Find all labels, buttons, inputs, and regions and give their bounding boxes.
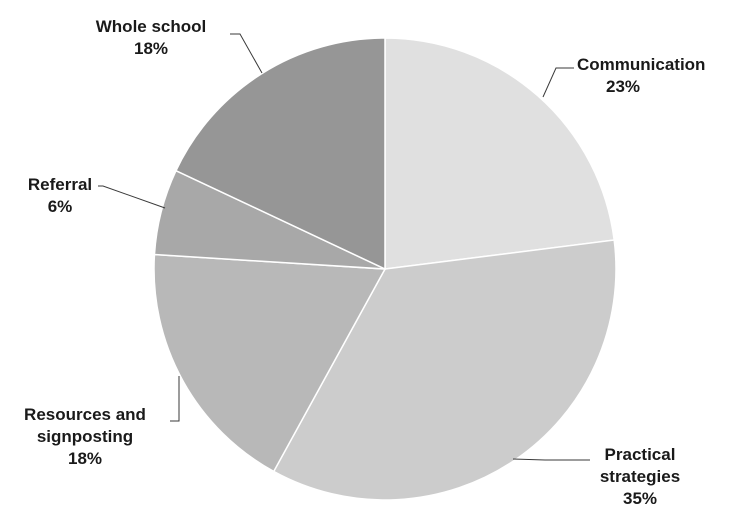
slice-whole-school <box>174 37 386 271</box>
slice-percent: 18% <box>134 39 168 58</box>
slice-practical-strategies <box>272 239 617 501</box>
slice-percent: 35% <box>623 489 657 508</box>
slice-communication <box>384 37 616 270</box>
leader-line-communication <box>542 67 574 98</box>
slice-resources-and-signposting <box>153 253 387 473</box>
leader-line-resources-and-signposting <box>170 376 180 422</box>
slice-name: Resources and <box>24 405 146 424</box>
slice-name: strategies <box>600 467 680 486</box>
slice-name: Whole school <box>96 17 207 36</box>
slice-percent: 23% <box>606 77 640 96</box>
data-label-whole-school: Whole school 18% <box>96 17 207 58</box>
data-label-practical-strategies: Practical strategies 35% <box>600 445 680 508</box>
pie-slices <box>153 37 617 501</box>
slice-percent: 6% <box>48 197 73 216</box>
leader-lines <box>98 33 590 461</box>
data-label-referral: Referral 6% <box>28 175 92 216</box>
slice-labels: Communication 23% Practical strategies 35% Re… <box>24 17 705 508</box>
slice-name: Referral <box>28 175 92 194</box>
data-label-resources-and-signposting: Resources and signposting 18% <box>24 405 146 468</box>
leader-line-referral <box>98 185 166 209</box>
data-label-communication: Communication 23% <box>577 55 705 96</box>
slice-name: signposting <box>37 427 133 446</box>
slice-percent: 18% <box>68 449 102 468</box>
slice-name: Communication <box>577 55 705 74</box>
leader-line-practical-strategies <box>512 458 590 461</box>
leader-line-whole-school <box>230 33 263 74</box>
slice-name: Practical <box>605 445 676 464</box>
